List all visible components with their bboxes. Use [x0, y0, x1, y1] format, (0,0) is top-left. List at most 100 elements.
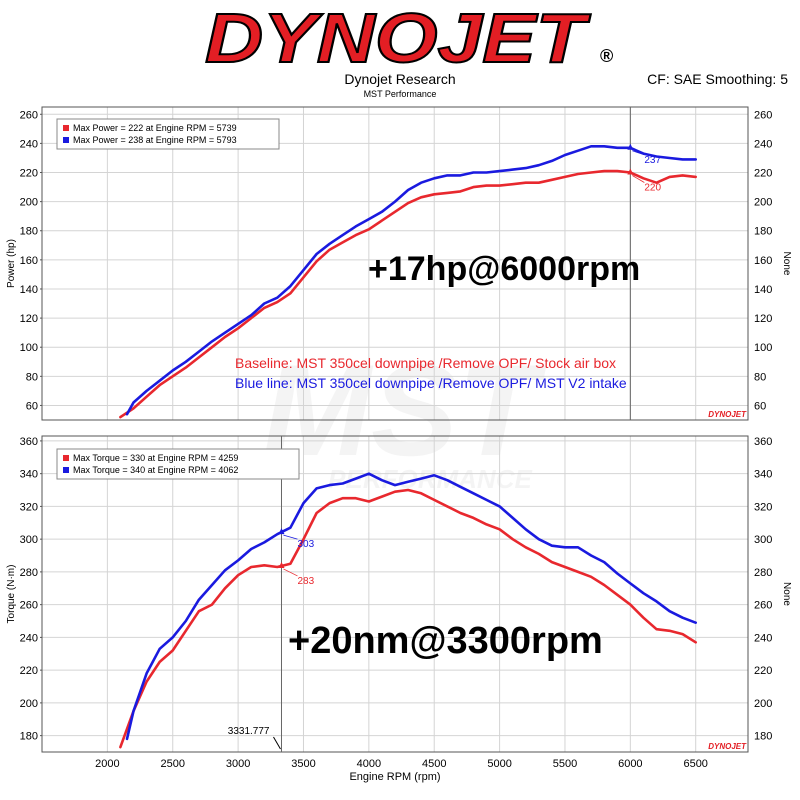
power-ytick-label-left: 220 [20, 168, 38, 180]
power-ytick-label-right: 60 [754, 400, 766, 412]
power-ytick-label-left: 100 [20, 342, 38, 354]
torque-ytick-label-left: 340 [20, 469, 38, 481]
torque-ytick-label-right: 320 [754, 501, 772, 513]
torque-ytick-label-left: 260 [20, 600, 38, 612]
torque-cursor-value-pointer [283, 568, 298, 577]
power-y-axis-label: Power (hp) [6, 239, 17, 288]
correction-factor: CF: SAE Smoothing: 5 [647, 71, 788, 87]
cursor-readout-pointer [273, 736, 281, 750]
power-ytick-label-left: 120 [20, 313, 38, 325]
torque-ytick-label-right: 360 [754, 436, 772, 448]
torque-legend-swatch [63, 455, 69, 461]
power-ytick-label-left: 160 [20, 255, 38, 267]
power-ytick-label-left: 200 [20, 197, 38, 209]
torque-legend-entry: Max Torque = 340 at Engine RPM = 4062 [73, 465, 238, 475]
power-cursor-value-label: 237 [644, 155, 661, 166]
torque-legend-swatch [63, 467, 69, 473]
power-ytick-label-left: 260 [20, 109, 38, 121]
power-ytick-label-right: 160 [754, 255, 772, 267]
power-ytick-label-right: 140 [754, 284, 772, 296]
torque-cursor-value-label: 283 [297, 576, 314, 587]
power-gain-annotation: +17hp@6000rpm [368, 250, 640, 288]
x-axis-label: Engine RPM (rpm) [349, 771, 440, 783]
power-ytick-label-right: 200 [754, 197, 772, 209]
power-ytick-label-left: 80 [26, 371, 38, 383]
power-legend-entry: Max Power = 238 at Engine RPM = 5793 [73, 135, 237, 145]
torque-xtick-label: 5500 [553, 758, 577, 770]
power-plot-frame [41, 106, 749, 421]
torque-ytick-label-left: 360 [20, 436, 38, 448]
power-series-line-modified [125, 145, 698, 416]
power-brand-mark: DYNOJET [708, 410, 747, 419]
torque-ytick-label-right: 240 [754, 632, 772, 644]
power-ytick-label-right: 240 [754, 138, 772, 150]
torque-xtick-label: 6500 [683, 758, 707, 770]
report-subtitle: MST Performance [363, 89, 437, 99]
power-ytick-label-left: 140 [20, 284, 38, 296]
dynojet-logo: DYNOJET ® [204, 2, 613, 72]
torque-xtick-label: 2000 [95, 758, 119, 770]
torque-gain-annotation: +20nm@3300rpm [288, 620, 603, 662]
torque-xtick-label: 3000 [226, 758, 250, 770]
power-ytick-label-right: 80 [754, 371, 766, 383]
torque-plot-frame [41, 435, 749, 753]
torque-ytick-label-right: 200 [754, 698, 772, 710]
power-note-baseline: Baseline: MST 350cel downpipe /Remove OP… [235, 355, 616, 371]
torque-ytick-label-right: 180 [754, 731, 772, 743]
torque-ytick-label-left: 220 [20, 665, 38, 677]
torque-right-axis-label: None [781, 582, 792, 606]
torque-ytick-label-left: 300 [20, 534, 38, 546]
torque-legend-entry: Max Torque = 330 at Engine RPM = 4259 [73, 453, 238, 463]
power-ytick-label-left: 240 [20, 138, 38, 150]
power-ytick-label-right: 220 [754, 168, 772, 180]
power-legend-box [56, 118, 280, 150]
dynojet-logo-text: DYNOJET [205, 2, 591, 72]
torque-xtick-label: 5000 [487, 758, 511, 770]
torque-legend-box [56, 448, 300, 480]
torque-ytick-label-left: 280 [20, 567, 38, 579]
power-ytick-label-right: 120 [754, 313, 772, 325]
torque-cursor-marker [278, 561, 285, 568]
torque-ytick-label-left: 180 [20, 731, 38, 743]
torque-ytick-label-left: 240 [20, 632, 38, 644]
company-name: Dynojet Research [344, 71, 456, 87]
torque-series-line-baseline [119, 488, 698, 749]
torque-xtick-label: 3500 [291, 758, 315, 770]
power-cursor-value-pointer [632, 175, 645, 183]
power-series-line-baseline [119, 169, 698, 419]
power-legend-swatch [63, 137, 69, 143]
power-ytick-label-right: 100 [754, 342, 772, 354]
torque-cursor-marker [278, 528, 285, 535]
power-cursor-marker [627, 168, 634, 175]
power-cursor-marker [627, 143, 634, 150]
power-ytick-label-left: 60 [26, 400, 38, 412]
torque-cursor-value-pointer [283, 534, 298, 540]
torque-xtick-label: 4500 [422, 758, 446, 770]
torque-xtick-label: 6000 [618, 758, 642, 770]
torque-ytick-label-right: 300 [754, 534, 772, 546]
torque-ytick-label-left: 320 [20, 501, 38, 513]
power-legend-entry: Max Power = 222 at Engine RPM = 5739 [73, 123, 237, 133]
power-cursor-value-pointer [632, 150, 645, 156]
torque-ytick-label-right: 260 [754, 600, 772, 612]
power-note-modified: Blue line: MST 350cel downpipe /Remove O… [235, 375, 627, 391]
torque-ytick-label-left: 200 [20, 698, 38, 710]
torque-ytick-label-right: 280 [754, 567, 772, 579]
torque-ytick-label-right: 340 [754, 469, 772, 481]
torque-brand-mark: DYNOJET [708, 742, 747, 751]
torque-cursor-value-label: 303 [297, 539, 314, 550]
power-ytick-label-right: 180 [754, 226, 772, 238]
power-right-axis-label: None [781, 252, 792, 276]
power-cursor-value-label: 220 [644, 183, 661, 194]
torque-ytick-label-right: 220 [754, 665, 772, 677]
power-ytick-label-left: 180 [20, 226, 38, 238]
power-legend-swatch [63, 125, 69, 131]
registered-mark: ® [600, 46, 613, 66]
torque-xtick-label: 4000 [357, 758, 381, 770]
power-ytick-label-right: 260 [754, 109, 772, 121]
torque-series-line-modified [125, 472, 698, 741]
watermark-subtext: PERFORMANCE [328, 464, 532, 494]
torque-y-axis-label: Torque (N·m) [6, 565, 17, 624]
torque-xtick-label: 2500 [160, 758, 184, 770]
